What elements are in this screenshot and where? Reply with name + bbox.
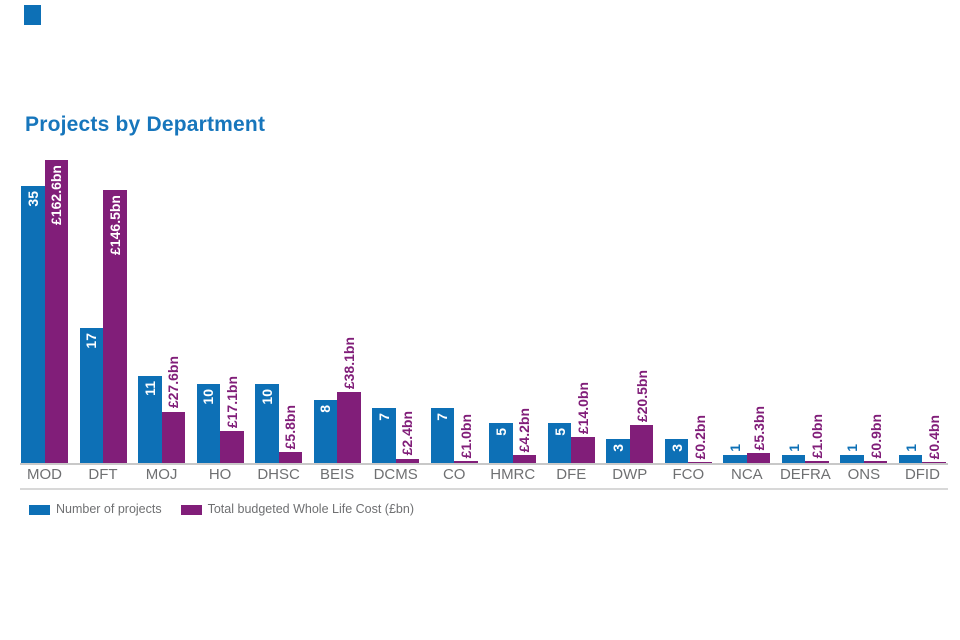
cost-value-label: £4.2bn <box>516 407 533 453</box>
category-label: NCA <box>731 466 763 483</box>
cost-value-label: £1.0bn <box>457 413 474 459</box>
projects-value-label: 1 <box>902 444 919 453</box>
cost-bar <box>44 160 68 463</box>
legend-swatch <box>180 504 202 515</box>
projects-value-label: 5 <box>492 428 509 437</box>
projects-value-label: 1 <box>785 444 802 453</box>
projects-value-label: 1 <box>844 444 861 453</box>
projects-bar <box>781 455 806 463</box>
cost-bar <box>571 436 595 463</box>
projects-bar <box>21 185 45 463</box>
category-label: DFE <box>556 466 587 483</box>
projects-value-label: 7 <box>375 412 392 421</box>
category-label: MOD <box>27 466 62 483</box>
legend-item: Total budgeted Whole Life Cost (£bn) <box>180 502 414 516</box>
projects-bar <box>313 399 338 463</box>
category-label: DWP <box>612 466 648 483</box>
projects-bar <box>79 328 104 463</box>
category-label: DFID <box>904 466 940 483</box>
legend-item: Number of projects <box>29 503 162 516</box>
cost-bar <box>688 462 712 463</box>
projects-bar <box>723 455 747 463</box>
cost-bar <box>863 461 888 463</box>
projects-bar <box>430 407 455 463</box>
category-label: DHSC <box>257 466 300 483</box>
cost-bar <box>805 461 829 463</box>
projects-bar <box>840 455 864 463</box>
category-label: DEFRA <box>779 466 831 483</box>
cost-value-label: £2.4bn <box>399 411 416 456</box>
projects-bar <box>196 383 221 463</box>
cost-value-label: £14.0bn <box>575 381 592 434</box>
chart-legend: Number of projects Total budgeted Whole L… <box>29 503 433 516</box>
cost-bar <box>220 431 244 463</box>
projects-value-label: 35 <box>24 190 41 207</box>
projects-bar <box>898 455 923 463</box>
cost-bar <box>629 424 654 463</box>
projects-value-label: 10 <box>200 388 217 405</box>
projects-value-label: 3 <box>668 444 685 453</box>
category-label: FCO <box>672 466 705 483</box>
cost-bar <box>337 392 361 463</box>
projects-value-label: 5 <box>551 428 568 437</box>
projects-bar <box>138 375 162 463</box>
category-label: HMRC <box>490 466 536 483</box>
category-label: BEIS <box>320 466 355 483</box>
cost-bar <box>395 458 420 463</box>
projects-bar <box>255 383 279 463</box>
projects-value-label: 1 <box>727 444 744 453</box>
legend-item-label: Total budgeted Whole Life Cost (£bn) <box>207 502 414 516</box>
cost-bar <box>278 452 303 463</box>
projects-bar <box>547 423 572 463</box>
chart-title: Projects by Department <box>25 113 266 136</box>
cost-value-label: £38.1bn <box>340 336 357 390</box>
legend-swatch <box>29 504 50 515</box>
cost-bar <box>454 461 478 463</box>
legend-separator-line <box>20 488 948 490</box>
cost-value-label: £1.0bn <box>809 413 826 459</box>
cost-value-label: £17.1bn <box>223 376 240 429</box>
legend-item-label: Number of projects <box>56 502 162 516</box>
cost-value-label: £5.8bn <box>282 404 299 450</box>
projects-value-label: 8 <box>317 404 334 413</box>
projects-bar <box>489 423 513 463</box>
cost-value-label: £27.6bn <box>165 356 182 409</box>
projects-bar <box>372 407 396 463</box>
cost-bar <box>746 453 771 463</box>
cost-value-label: £0.9bn <box>867 413 884 459</box>
cost-bar <box>922 462 946 463</box>
cost-bar <box>103 190 127 463</box>
projects-value-label: 10 <box>258 388 275 405</box>
category-label: DCMS <box>373 466 418 483</box>
projects-value-label: 3 <box>610 444 627 453</box>
cost-value-label: £146.5bn <box>106 194 123 255</box>
projects-bar <box>606 439 630 463</box>
corner-marker-rect <box>24 5 41 25</box>
cost-bar <box>161 411 186 463</box>
cost-bar <box>512 455 537 463</box>
cost-value-label: £0.4bn <box>926 414 943 459</box>
category-label: MOJ <box>145 466 178 483</box>
category-label: HO <box>208 466 232 483</box>
projects-value-label: 17 <box>83 333 100 349</box>
cost-value-label: £162.6bn <box>48 164 65 225</box>
cost-value-label: £0.2bn <box>692 414 709 459</box>
cost-value-label: £20.5bn <box>633 369 650 422</box>
category-label: CO <box>442 466 466 483</box>
category-label: ONS <box>847 466 881 483</box>
projects-bar <box>664 439 689 463</box>
x-axis-line <box>20 463 948 465</box>
category-label: DFT <box>88 466 118 483</box>
cost-value-label: £5.3bn <box>750 405 767 451</box>
projects-value-label: 11 <box>141 380 158 396</box>
projects-value-label: 7 <box>434 412 451 421</box>
